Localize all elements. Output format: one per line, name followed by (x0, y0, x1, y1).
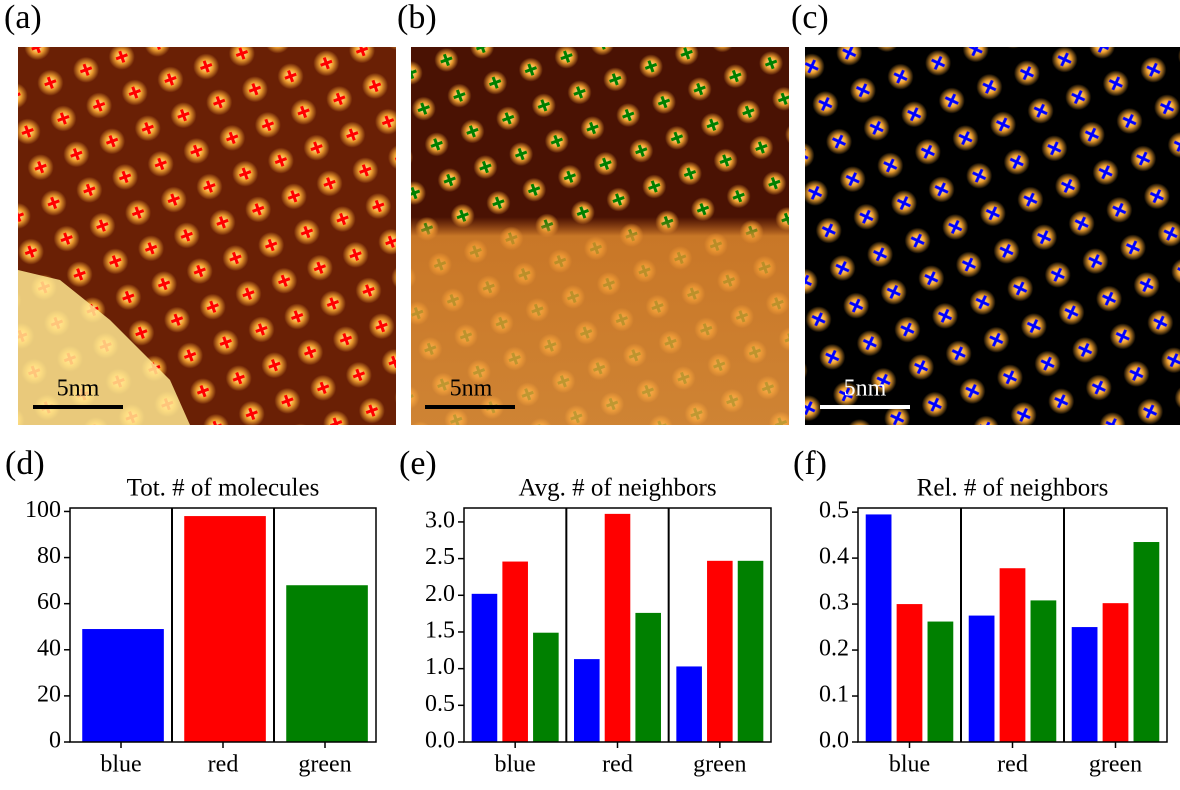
y-tick-label: 0.3 (819, 590, 849, 616)
y-tick-label: 0.5 (425, 691, 455, 717)
y-tick-label: 0.0 (425, 728, 455, 754)
x-tick-label: blue (495, 752, 536, 778)
bar (969, 616, 995, 742)
chart-title: Rel. # of neighbors (917, 475, 1109, 502)
bar (574, 659, 600, 742)
chart-title: Tot. # of molecules (127, 475, 320, 502)
bar (82, 629, 164, 742)
x-tick-label: green (693, 752, 746, 778)
image-c (805, 47, 1180, 425)
x-tick-label: red (997, 752, 1028, 778)
x-tick-label: red (208, 752, 239, 778)
panel-label: (a) (4, 0, 42, 36)
bar (1000, 568, 1026, 742)
y-tick-label: 0.0 (819, 728, 849, 754)
y-tick-label: 0 (49, 728, 61, 754)
bar (1072, 627, 1098, 742)
x-tick-label: blue (100, 752, 141, 778)
y-tick-label: 0.1 (819, 682, 849, 708)
bar (533, 633, 559, 742)
bar (184, 516, 266, 742)
bar (1103, 603, 1129, 742)
y-tick-label: 40 (37, 635, 61, 661)
bar (707, 561, 733, 742)
bar (928, 622, 954, 742)
bar (866, 514, 892, 742)
scale-bar-label: 5nm (57, 376, 100, 402)
y-tick-label: 1.5 (425, 617, 455, 643)
x-tick-label: green (1089, 752, 1142, 778)
panel-label: (d) (5, 445, 45, 482)
bar (286, 585, 368, 742)
y-tick-label: 80 (37, 543, 61, 569)
x-tick-label: blue (889, 752, 930, 778)
y-tick-label: 0.4 (819, 544, 849, 570)
bar (897, 604, 923, 742)
bar (502, 562, 528, 742)
bar (676, 666, 702, 742)
panel-label: (e) (399, 445, 437, 482)
x-tick-label: red (602, 752, 633, 778)
chart-title: Avg. # of neighbors (518, 475, 716, 502)
figure: (a) 5nm (b) 5nm (c) 5nm (d) Tot. # of molecules… (0, 0, 1180, 785)
y-tick-label: 100 (25, 497, 61, 523)
scale-bar-label: 5nm (450, 376, 493, 402)
scale-bar-label: 5nm (844, 376, 887, 402)
image-a (18, 47, 396, 425)
y-tick-label: 2.0 (425, 581, 455, 607)
x-tick-label: green (298, 752, 351, 778)
y-tick-label: 2.5 (425, 544, 455, 570)
y-tick-label: 60 (37, 589, 61, 615)
y-tick-label: 0.2 (819, 636, 849, 662)
y-tick-label: 20 (37, 681, 61, 707)
bar (1031, 600, 1057, 742)
bar (635, 613, 661, 742)
bar (605, 514, 631, 742)
panel-label: (b) (397, 0, 437, 36)
panel-label: (f) (793, 445, 827, 482)
bar (738, 561, 764, 742)
y-tick-label: 3.0 (425, 507, 455, 533)
panel-label: (c) (791, 0, 829, 36)
y-tick-label: 0.5 (819, 498, 849, 524)
bar (472, 594, 498, 742)
image-b (411, 47, 789, 425)
bar (1134, 542, 1160, 742)
y-tick-label: 1.0 (425, 654, 455, 680)
